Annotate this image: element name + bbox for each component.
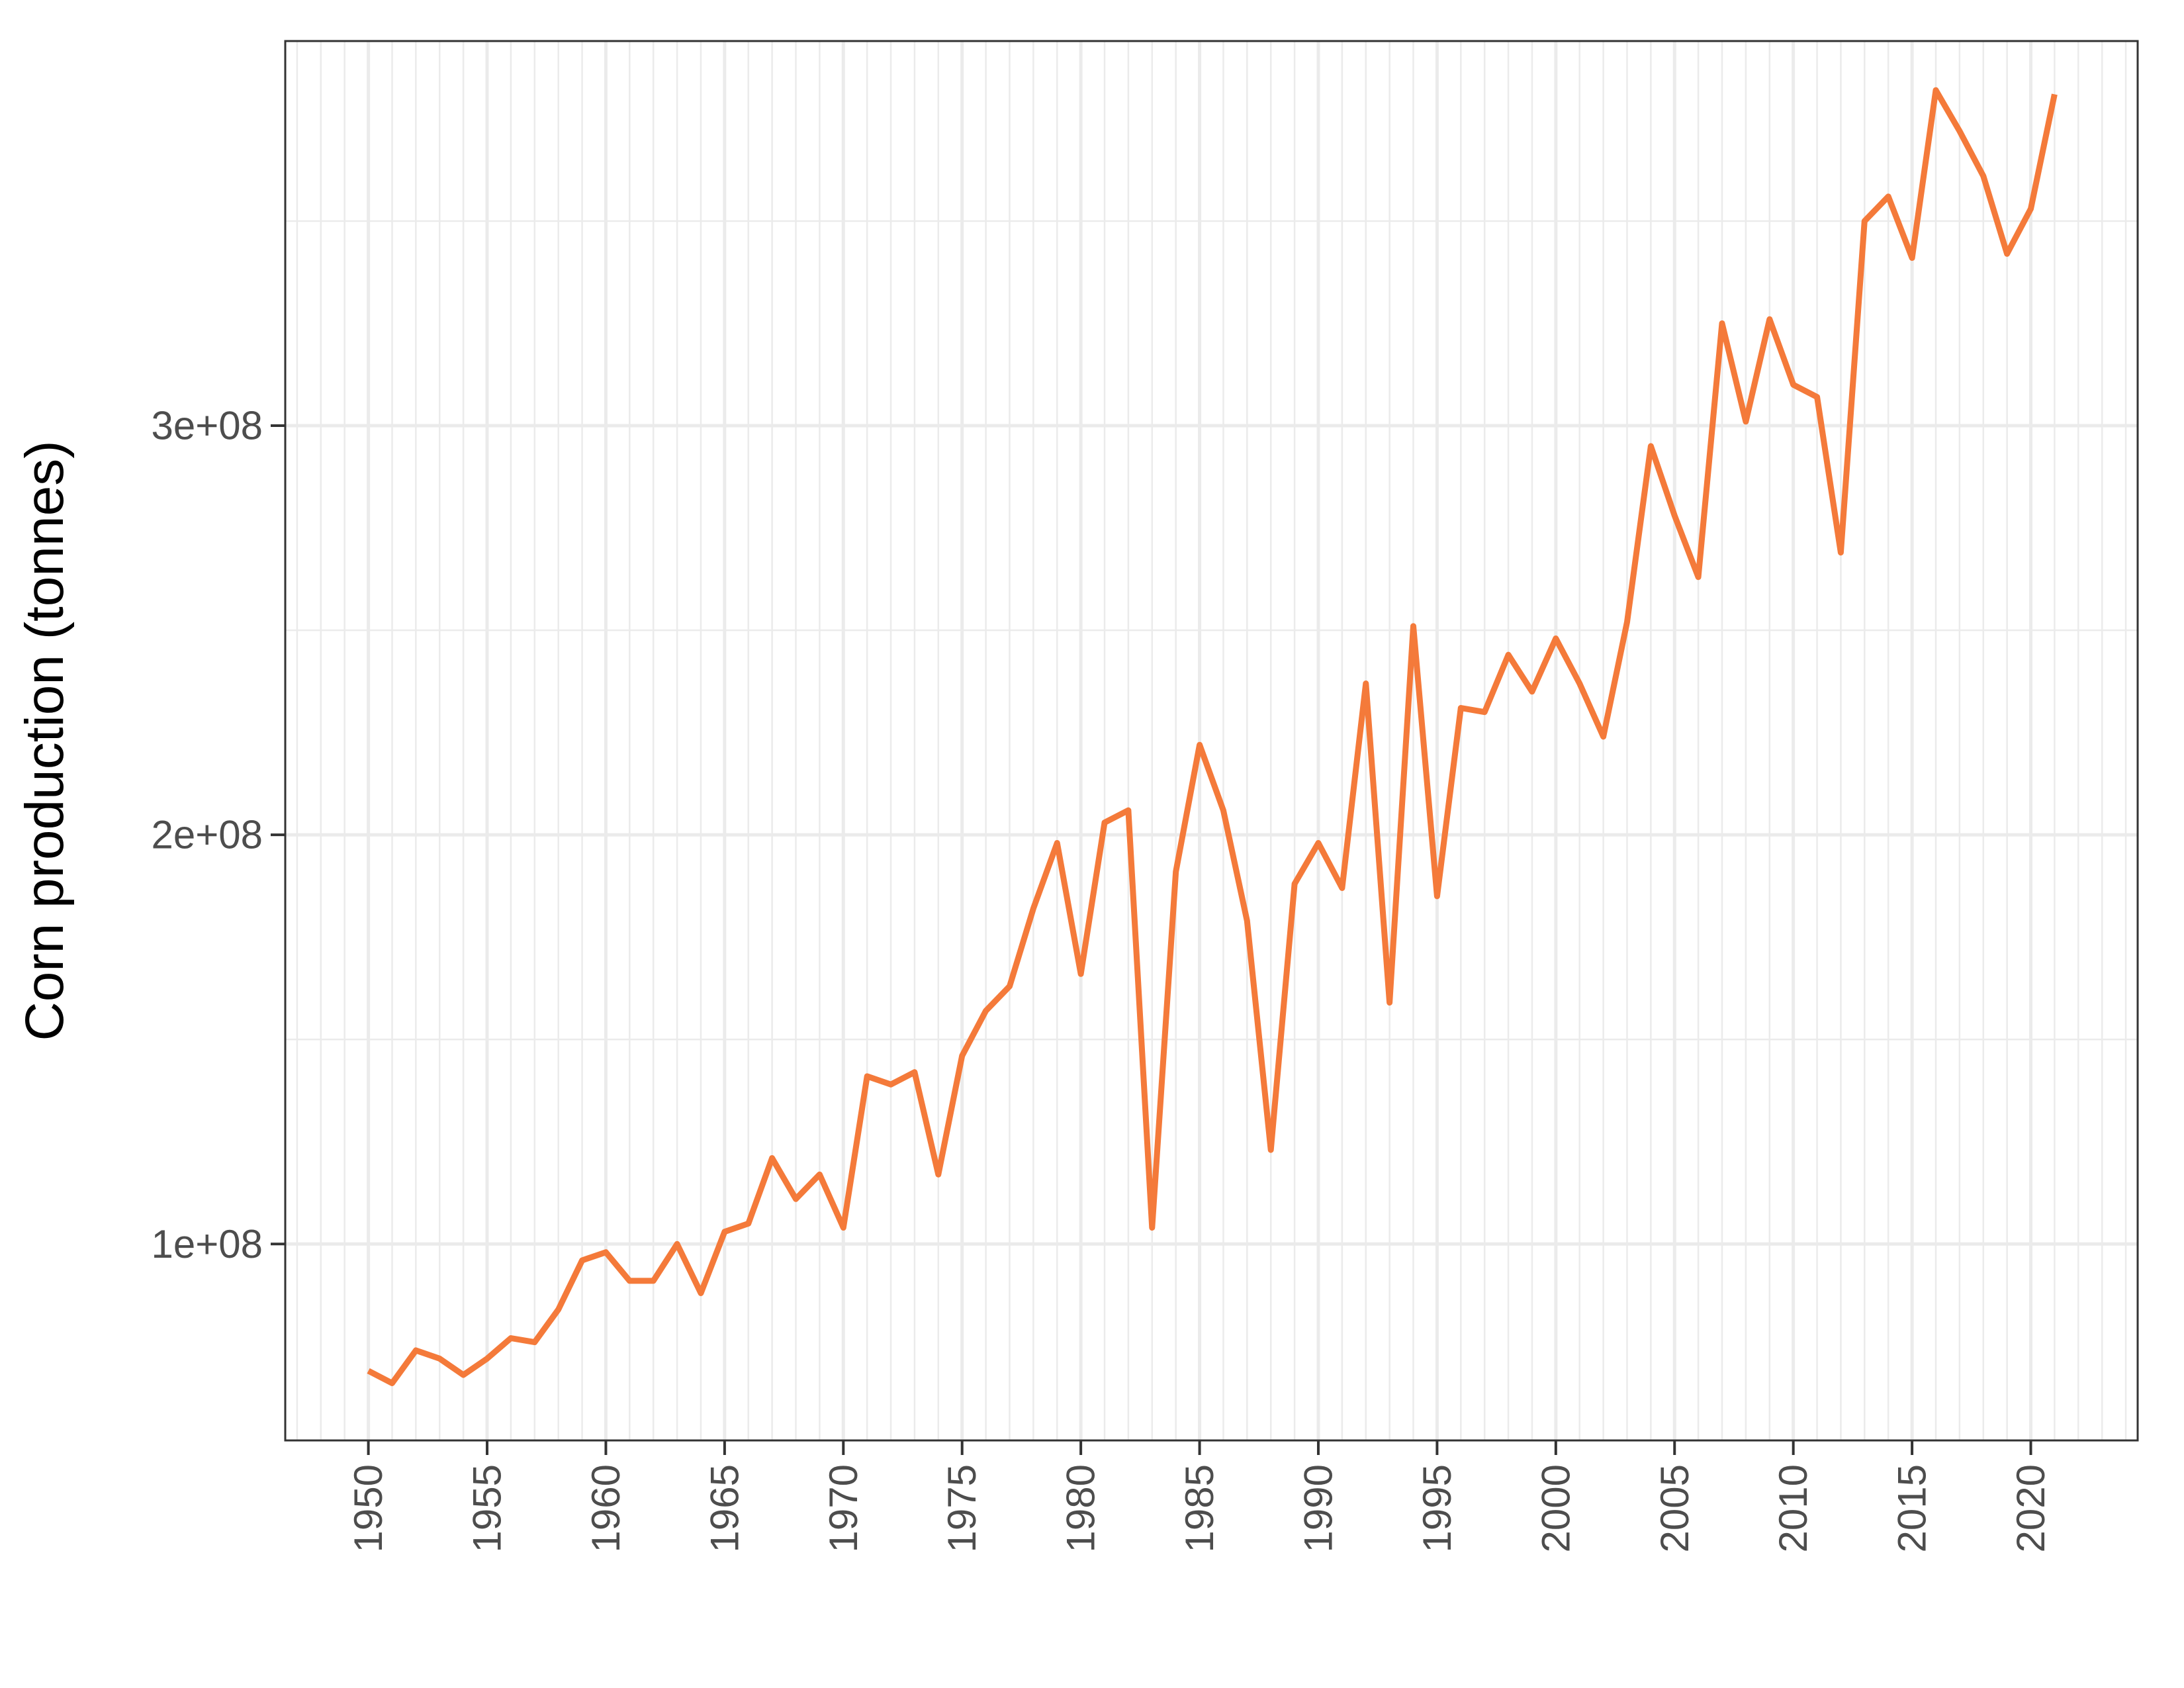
data-series — [367, 87, 2058, 1386]
y-axis-title: Corn production (tonnes) — [15, 440, 75, 1041]
x-axis-tick-label: 1980 — [1059, 1464, 1103, 1552]
x-axis-tick-label: 1990 — [1297, 1464, 1341, 1552]
x-axis-tick-label: 1970 — [821, 1464, 866, 1552]
x-axis-tick-label: 1955 — [465, 1464, 510, 1552]
x-axis-tick-label: 2015 — [1890, 1464, 1934, 1552]
x-axis-tick-label: 2020 — [2009, 1464, 2053, 1552]
series-line — [367, 87, 2058, 1386]
x-axis-tick-label: 1985 — [1177, 1464, 1222, 1552]
axes: 1950 1955 1960 1965 1970 1975 1980 1985 1990 1995… — [151, 404, 2053, 1553]
y-axis-tick-label: 3e+08 — [151, 404, 263, 448]
x-axis-tick-label: 2000 — [1533, 1464, 1578, 1552]
x-axis-tick-label: 1965 — [702, 1464, 747, 1552]
x-axis-tick-label: 1975 — [940, 1464, 984, 1552]
x-axis-tick-label: 2010 — [1771, 1464, 1815, 1552]
y-axis-tick-label: 2e+08 — [151, 813, 263, 857]
x-axis-tick-label: 1995 — [1415, 1464, 1459, 1552]
x-axis-tick-label: 2005 — [1653, 1464, 1697, 1552]
grid-lines — [285, 41, 2138, 1440]
x-axis-tick-label: 1950 — [346, 1464, 390, 1552]
x-axis-tick-label: 1960 — [584, 1464, 628, 1552]
y-axis-tick-label: 1e+08 — [151, 1222, 263, 1266]
plot-panel-border — [284, 40, 2139, 1442]
